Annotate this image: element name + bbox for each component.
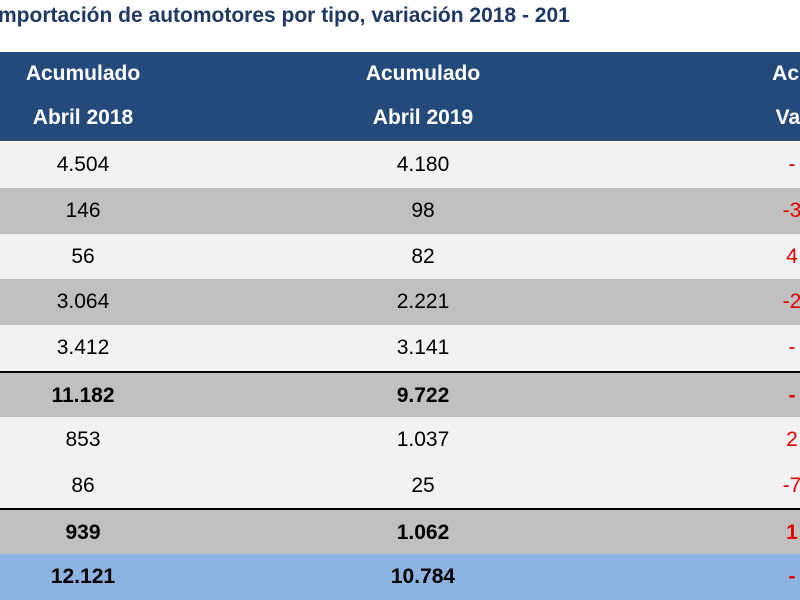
- table-cell: 4.504: [56, 153, 110, 176]
- table-cell: 10.784: [390, 565, 456, 589]
- table-cell: -2: [782, 290, 800, 314]
- table-cell: 56: [71, 244, 95, 268]
- table-row: 146 98 -3: [0, 187, 800, 234]
- table-cell: 2: [786, 427, 798, 451]
- table-row: 939 1.062 1: [0, 508, 800, 555]
- table-cell: 25: [411, 473, 435, 497]
- table-cell: 4.180: [396, 153, 450, 176]
- table-cell: -7: [782, 473, 800, 497]
- table-cell: 3.064: [56, 290, 110, 314]
- title: mportación de automotores por tipo, vari…: [0, 4, 570, 27]
- table-cell: -: [788, 153, 796, 176]
- header-cell: Acu: [772, 62, 800, 85]
- table-row: 3.412 3.141 -: [0, 325, 800, 372]
- header-cell: Abril 2018: [32, 106, 134, 129]
- table-cell: 1.062: [396, 521, 450, 545]
- table-row: 853 1.037 2: [0, 416, 800, 463]
- table-cell: 1: [786, 521, 798, 545]
- table-row: 56 82 4: [0, 233, 800, 280]
- table-row: 3.064 2.221 -2: [0, 279, 800, 326]
- table-cell: 12.121: [50, 565, 116, 589]
- table-cell: 4: [786, 244, 798, 268]
- header-cell: Abril 2019: [372, 106, 474, 129]
- table-cell: 9.722: [396, 384, 450, 407]
- header-cell: Acumulado: [365, 62, 481, 85]
- table-cell: 98: [411, 198, 435, 222]
- table-cell: 11.182: [51, 384, 115, 407]
- table-cell: 146: [65, 198, 101, 222]
- table-cell: -: [788, 565, 796, 589]
- table-row: 11.182 9.722 -: [0, 371, 800, 417]
- table-row: 12.121 10.784 -: [0, 554, 800, 600]
- header-cell: Acumulado: [25, 62, 141, 85]
- table-cell: 86: [71, 473, 95, 497]
- table-cell: -3: [782, 198, 800, 222]
- table-cell: 3.141: [396, 336, 450, 360]
- table-cell: 939: [65, 521, 101, 545]
- table-row: 86 25 -7: [0, 462, 800, 509]
- table-cell: -: [788, 336, 796, 360]
- table-cell: 1.037: [396, 427, 450, 451]
- table-cell: 853: [65, 427, 101, 451]
- table-cell: 82: [411, 244, 435, 268]
- table-cell: -: [788, 384, 796, 407]
- table-cell: 2.221: [396, 290, 450, 314]
- header-row: Acumulado Abril 2018 Acumulado Abril 2019 Ac…: [0, 52, 800, 141]
- table-row: 4.504 4.180 -: [0, 142, 800, 188]
- table-cell: 3.412: [56, 336, 110, 360]
- header-cell: Var: [775, 106, 800, 129]
